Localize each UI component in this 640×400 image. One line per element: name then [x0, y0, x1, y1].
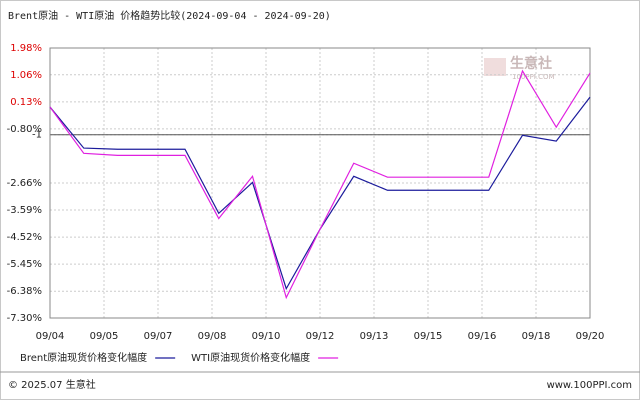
watermark-icon [484, 58, 506, 76]
y-tick-label: 1.06% [10, 70, 42, 81]
x-tick-label: 09/16 [468, 331, 497, 342]
y-tick-label: 1.98% [10, 43, 42, 54]
legend-label: Brent原油现货价格变化幅度 [20, 351, 147, 364]
y-tick-label: -3.59% [7, 205, 42, 216]
x-tick-label: 09/18 [522, 331, 551, 342]
y-tick-label: -6.38% [7, 286, 42, 297]
series-line [49, 69, 591, 300]
footer-right: www.100PPI.com [547, 380, 632, 391]
plot-border [49, 47, 591, 319]
y-tick-label: -2.66% [7, 178, 42, 189]
y-tick-label: -0.80% [7, 124, 42, 135]
y-tick-label: -7.30% [7, 313, 42, 324]
x-tick-label: 09/07 [144, 331, 173, 342]
x-tick-label: 09/15 [414, 331, 443, 342]
y-tick-label: 0.13% [10, 97, 42, 108]
x-tick-label: 09/08 [198, 331, 227, 342]
watermark: 生意社 100PPI.COM [484, 55, 555, 81]
watermark-text: 生意社 [510, 55, 552, 72]
chart-title: Brent原油 - WTI原油 价格趋势比较(2024-09-04 - 2024… [8, 9, 331, 22]
footer-left: © 2025.07 生意社 [8, 378, 96, 391]
x-tick-label: 09/10 [252, 331, 281, 342]
x-tick-label: 09/13 [360, 331, 389, 342]
y-tick-label: -1 [32, 130, 42, 141]
x-tick-label: 09/12 [306, 331, 335, 342]
x-tick-label: 09/20 [576, 331, 605, 342]
x-tick-label: 09/04 [36, 331, 65, 342]
x-tick-label: 09/05 [90, 331, 119, 342]
y-tick-label: -5.45% [7, 259, 42, 270]
watermark-sub: 100PPI.COM [512, 73, 555, 81]
y-tick-label: -4.52% [7, 232, 42, 243]
legend-label: WTI原油现货价格变化幅度 [191, 351, 310, 364]
